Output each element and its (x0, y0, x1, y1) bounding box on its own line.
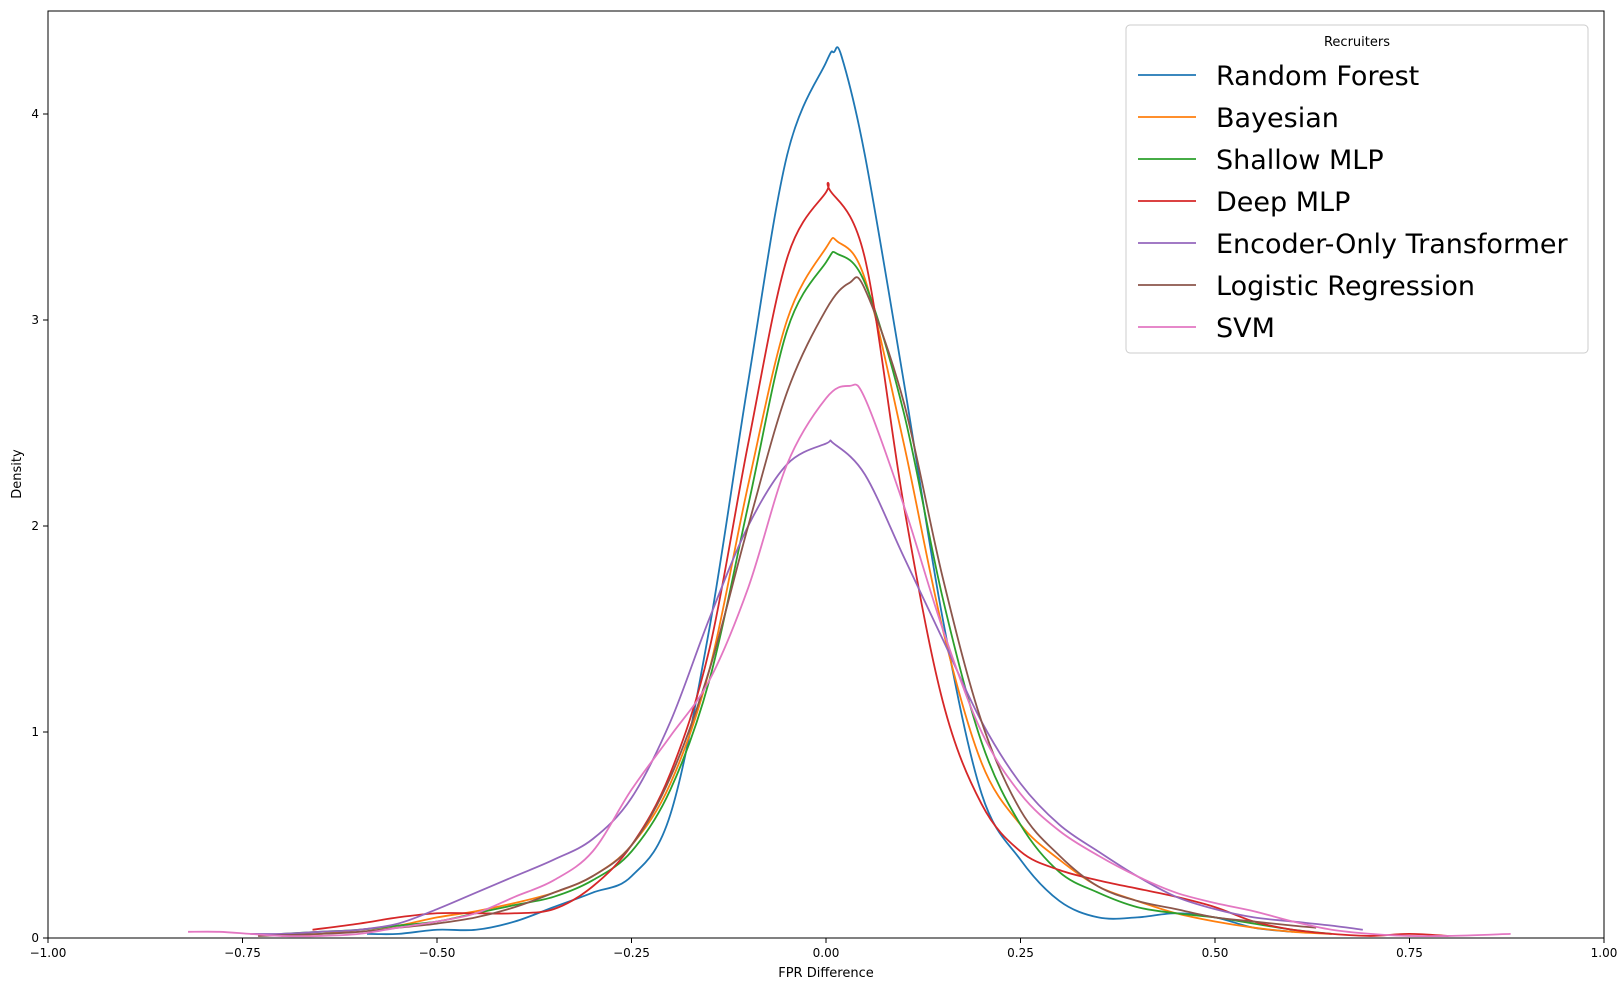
x-tick-label: −0.25 (613, 946, 650, 960)
x-tick-label: −0.50 (419, 946, 456, 960)
legend-label: SVM (1216, 313, 1275, 344)
x-tick-label: −1.00 (30, 946, 67, 960)
plot-lines (188, 46, 1511, 938)
legend: Recruiters Random Forest Bayesian Shallow … (1125, 24, 1589, 354)
x-tick-label: 0.25 (1007, 946, 1034, 960)
legend-items: Random Forest Bayesian Shallow MLP Deep MLP… (1138, 61, 1568, 344)
y-axis: 0 1 2 3 4 (31, 107, 48, 945)
legend-label: Logistic Regression (1216, 271, 1475, 302)
y-tick-label: 1 (31, 725, 39, 739)
y-axis-label: Density (10, 449, 25, 499)
series-line-6 (188, 383, 1511, 938)
x-tick-label: −0.75 (224, 946, 261, 960)
x-tick-label: 0.50 (1202, 946, 1229, 960)
y-tick-label: 3 (31, 313, 39, 327)
legend-label: Encoder-Only Transformer (1216, 229, 1568, 260)
x-tick-label: 0.75 (1396, 946, 1423, 960)
legend-box (1125, 24, 1589, 354)
legend-label: Bayesian (1216, 103, 1339, 134)
x-axis: −1.00 −0.75 −0.50 −0.25 0.00 0.25 0.50 0.75 1.00 (30, 938, 1618, 960)
series-line-5 (258, 276, 1317, 937)
legend-label: Random Forest (1216, 61, 1419, 92)
series-line-2 (281, 250, 1332, 935)
x-tick-label: 1.00 (1591, 946, 1618, 960)
y-tick-label: 4 (31, 107, 39, 121)
y-tick-label: 0 (31, 931, 39, 945)
series-line-0 (366, 46, 1293, 936)
legend-title: Recruiters (1324, 35, 1390, 50)
legend-label: Deep MLP (1216, 187, 1350, 218)
x-tick-label: 0.00 (813, 946, 840, 960)
legend-label: Shallow MLP (1216, 145, 1384, 176)
x-axis-label: FPR Difference (778, 966, 874, 981)
series-line-4 (250, 439, 1363, 935)
y-tick-label: 2 (31, 519, 39, 533)
